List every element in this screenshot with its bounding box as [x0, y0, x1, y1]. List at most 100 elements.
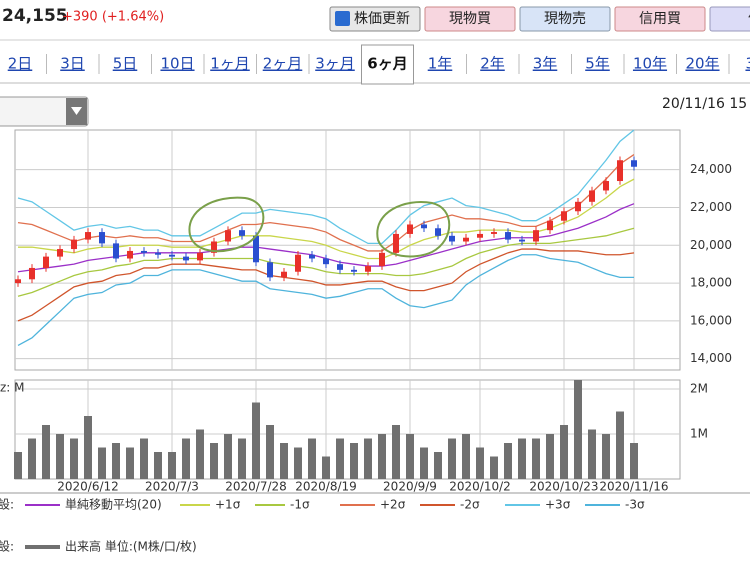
- volume-bar: [238, 438, 246, 479]
- tab[interactable]: 2ヶ月: [263, 55, 303, 73]
- dropdown-arrow: [71, 107, 82, 115]
- volume-bar: [630, 443, 638, 479]
- tab[interactable]: 2年: [480, 55, 505, 73]
- volume-bar: [616, 411, 624, 479]
- tab[interactable]: 10日: [160, 55, 194, 73]
- volume-bar: [518, 438, 526, 479]
- tab[interactable]: 30: [745, 55, 750, 73]
- candle-body: [169, 254, 175, 257]
- volume-bar: [364, 438, 372, 479]
- tab[interactable]: 1ヶ月: [210, 55, 250, 73]
- tab[interactable]: 5日: [113, 55, 138, 73]
- volume-bar: [504, 443, 512, 479]
- button[interactable]: [329, 6, 421, 32]
- volume-bar: [224, 434, 232, 479]
- x-tick-label: 2020/7/3: [145, 480, 199, 494]
- legend-label: +1σ: [215, 498, 241, 512]
- volume-bar: [350, 443, 358, 479]
- tab[interactable]: 5年: [585, 55, 610, 73]
- candle-body: [281, 271, 287, 278]
- candle-body: [239, 230, 245, 236]
- x-tick-label: 2020/11/16: [599, 480, 668, 494]
- volume-bar: [280, 443, 288, 479]
- button-label: 株価更新: [354, 11, 410, 27]
- candle-body: [351, 269, 357, 272]
- candle-body: [57, 249, 63, 257]
- y-axis-label: z: M: [0, 381, 25, 395]
- annotation-circle: [376, 201, 451, 258]
- candle-body: [575, 201, 581, 212]
- x-tick-label: 2020/6/12: [57, 480, 119, 494]
- volume-bar: [560, 425, 568, 479]
- candle-body: [253, 235, 259, 263]
- candle-body: [211, 241, 217, 253]
- y-tick-label: 24,000: [690, 162, 732, 176]
- band-line: [17, 129, 635, 245]
- y-tick-label: 14,000: [690, 351, 732, 365]
- candle-body: [421, 224, 427, 229]
- volume-bar: [434, 452, 442, 479]
- legend-label: 出来高 単位:(M株/口/枚): [65, 539, 197, 554]
- volume-bar: [56, 434, 64, 479]
- button-label: 現物売: [544, 11, 586, 27]
- y-tick-label: 16,000: [690, 313, 732, 327]
- tab[interactable]: 1年: [428, 55, 453, 73]
- volume-bar: [154, 452, 162, 479]
- legend-label: +3σ: [545, 498, 571, 512]
- button[interactable]: [709, 6, 750, 32]
- candle-body: [463, 237, 469, 242]
- candle-body: [547, 220, 553, 231]
- candle-body: [379, 252, 385, 267]
- tab[interactable]: 3ヶ月: [315, 55, 355, 73]
- band-line: [17, 248, 635, 322]
- candle-body: [309, 254, 315, 259]
- y-tick-label: 18,000: [690, 276, 732, 290]
- volume-bar: [14, 452, 22, 479]
- tab[interactable]: 10年: [633, 55, 667, 73]
- candle-body: [561, 211, 567, 221]
- legend-label: -1σ: [290, 498, 310, 512]
- candle-body: [505, 232, 511, 240]
- candle-body: [365, 266, 371, 272]
- band-line: [18, 178, 635, 260]
- volume-bar: [490, 456, 498, 479]
- volume-bar: [546, 434, 554, 479]
- candle-body: [267, 262, 273, 278]
- candle-body: [15, 279, 21, 284]
- volume-bar: [28, 438, 36, 479]
- button[interactable]: [614, 6, 706, 32]
- x-tick-label: 2020/7/28: [225, 480, 287, 494]
- candle-body: [323, 258, 329, 265]
- x-tick-label: 2020/8/19: [295, 480, 357, 494]
- candle-body: [407, 224, 413, 234]
- legend-label: -2σ: [460, 498, 480, 512]
- candle-body: [449, 235, 455, 242]
- volume-bar: [168, 452, 176, 479]
- volume-bar: [336, 438, 344, 479]
- volume-bar: [322, 456, 330, 479]
- volume-bar: [588, 429, 596, 479]
- band-line: [17, 227, 635, 297]
- candle-body: [617, 160, 623, 182]
- legend-prefix: 設:: [0, 497, 14, 512]
- candle-body: [99, 232, 105, 244]
- volume-bar: [308, 438, 316, 479]
- button[interactable]: [424, 6, 516, 32]
- dropdown[interactable]: [0, 96, 89, 127]
- y-tick-label: 1M: [690, 427, 708, 441]
- tab[interactable]: 3日: [60, 55, 85, 73]
- button[interactable]: [519, 6, 611, 32]
- tab[interactable]: 20年: [685, 55, 719, 73]
- tab[interactable]: 3年: [533, 55, 558, 73]
- date: 20/11/16 15: [662, 96, 747, 112]
- candle-body: [435, 228, 441, 236]
- volume-bar: [476, 447, 484, 479]
- price-frame: [14, 129, 681, 371]
- band-line: [17, 154, 635, 252]
- candle-body: [337, 264, 343, 270]
- volume-bar: [378, 434, 386, 479]
- candle-body: [295, 254, 301, 272]
- volume-bar: [210, 443, 218, 479]
- tab[interactable]: 2日: [8, 55, 33, 73]
